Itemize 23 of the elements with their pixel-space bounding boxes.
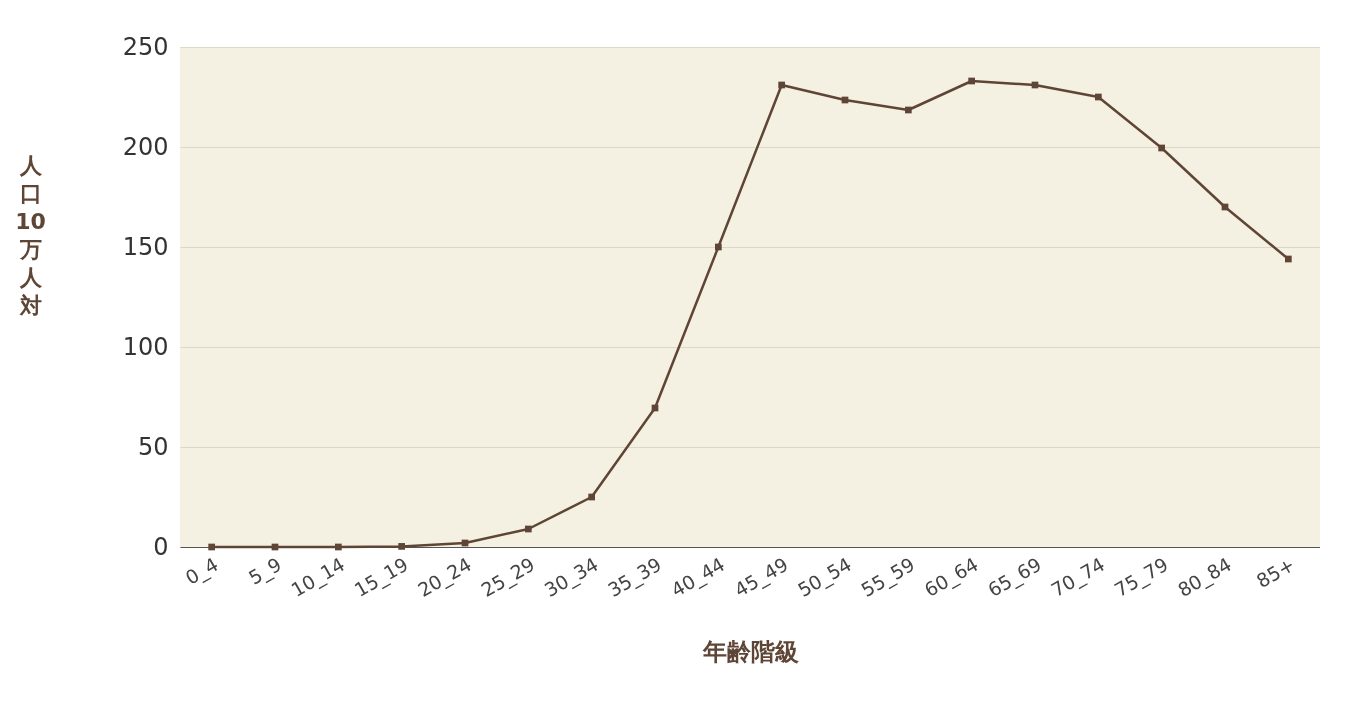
point bbox=[588, 493, 596, 501]
point bbox=[714, 243, 722, 251]
point bbox=[1094, 93, 1102, 101]
point bbox=[778, 81, 786, 89]
point bbox=[968, 77, 976, 85]
x-tick-label: 85+ bbox=[1252, 552, 1299, 593]
y-tick-label: 50 bbox=[137, 432, 169, 461]
point bbox=[1158, 144, 1166, 152]
point bbox=[1284, 255, 1292, 263]
y-tick-label: 100 bbox=[122, 332, 169, 361]
point bbox=[334, 543, 342, 551]
y-axis-title: 人口10万人対 bbox=[15, 152, 46, 318]
point bbox=[208, 543, 216, 551]
point bbox=[904, 106, 912, 114]
point bbox=[524, 525, 532, 533]
point bbox=[398, 543, 406, 550]
x-tick-label: 5_9 bbox=[244, 552, 286, 590]
y-tick-label: 250 bbox=[122, 32, 169, 61]
x-axis-title: 年齢階級 bbox=[701, 637, 799, 666]
y-tick-label: 0 bbox=[153, 532, 169, 561]
x-tick-label: 0_4 bbox=[181, 552, 223, 590]
y-tick-label: 200 bbox=[122, 132, 169, 161]
y-tick-label: 150 bbox=[122, 232, 169, 261]
